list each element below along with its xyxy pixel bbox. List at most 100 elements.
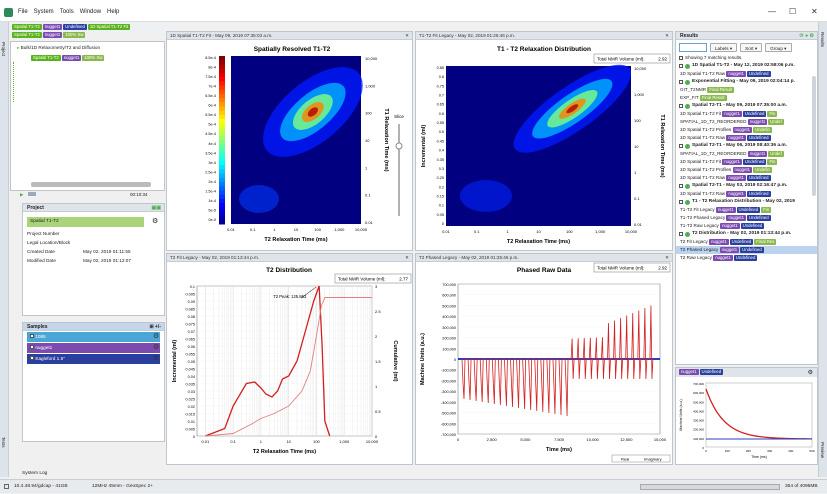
tag[interactable]: 1D Spatial T1-T2 Fit bbox=[87, 24, 131, 30]
close-button[interactable]: ✕ bbox=[811, 7, 818, 16]
sample-item[interactable]: nugget1 ⚙ bbox=[27, 343, 160, 353]
labels-button[interactable]: Labels ▾ bbox=[710, 43, 738, 52]
menu-file[interactable]: File bbox=[18, 9, 28, 15]
gear-icon[interactable]: ⚙ bbox=[153, 333, 160, 340]
checkbox-checked[interactable] bbox=[30, 345, 34, 349]
tag: Undefined bbox=[746, 191, 771, 197]
result-item-label: 1D Spatial T1-T2 Profiles bbox=[680, 167, 733, 172]
tag[interactable]: Undefined bbox=[699, 369, 724, 375]
vtab-tests[interactable]: Tests bbox=[1, 437, 6, 448]
checkbox[interactable] bbox=[679, 184, 683, 188]
checkbox[interactable] bbox=[679, 144, 683, 148]
add-sample-icon[interactable]: ⊞ +/- bbox=[149, 324, 161, 330]
result-item[interactable]: 1D Spatial T1-T2 Raw nugget1 Undefined bbox=[676, 190, 817, 198]
y-tick-left: 0.065 bbox=[185, 338, 195, 342]
close-icon[interactable]: ✕ bbox=[665, 33, 669, 38]
project-actions-icon[interactable]: ▣▣ bbox=[151, 205, 161, 211]
result-item[interactable]: T1-T2 Phased Legacy nugget1 Undefined bbox=[676, 214, 817, 222]
result-item[interactable]: T2 Raw Legacy nugget1 Undefined bbox=[676, 254, 817, 262]
result-group-header[interactable]: Spatial T2-T1 - May 06, 2019 08:40:36 a.… bbox=[676, 142, 817, 150]
tree-item-label: Bulk/1D Relaxometry/T2 and Diffusion bbox=[20, 45, 101, 50]
checkbox[interactable] bbox=[679, 64, 683, 68]
result-item[interactable]: SPATIAL_1D_T2_REORDERED nugget1 Undef bbox=[676, 150, 817, 158]
result-item[interactable]: 1D Spatial T1-T2 Fit nugget1 Undefined Fin bbox=[676, 158, 817, 166]
results-search-input[interactable] bbox=[679, 43, 707, 52]
gear-icon[interactable]: ⚙ bbox=[153, 344, 160, 351]
menu-help[interactable]: Help bbox=[107, 9, 120, 15]
result-item[interactable]: T1-T2 Fit Legacy nugget1 Undefined Fin bbox=[676, 206, 817, 214]
tag[interactable]: Spatial T1-T2 bbox=[12, 32, 42, 38]
result-group-header[interactable]: T1 - T2 Relaxation Distribution - May 02… bbox=[676, 198, 817, 206]
x-tick: 500 bbox=[809, 449, 814, 453]
results-scrollbar[interactable] bbox=[812, 76, 816, 196]
result-item[interactable]: T2 Fit Legacy nugget1 Undefined Final Res bbox=[676, 238, 817, 246]
checkbox[interactable] bbox=[679, 200, 683, 204]
tag[interactable]: nugget1 bbox=[679, 369, 699, 375]
result-group-header[interactable]: Spatial T2-T1 - May 09, 2019 07:35:00 a.… bbox=[676, 102, 817, 110]
result-item[interactable]: 1D Spatial T1-T2 Raw nugget1 Undefined bbox=[676, 174, 817, 182]
peak-label: T2 Peak: 125.863 bbox=[273, 294, 307, 299]
checkbox[interactable] bbox=[30, 334, 34, 338]
tag[interactable]: 100% Sw bbox=[63, 32, 86, 38]
tree-item[interactable]: ▸ Bulk/1D Relaxometry/T2 and Diffusion bbox=[17, 45, 101, 50]
x-axis-label: Time (ms) bbox=[546, 447, 572, 453]
sort-button[interactable]: Sort ▾ bbox=[740, 43, 763, 52]
y-tick: 0 bbox=[454, 358, 456, 362]
result-item[interactable]: 1D Spatial T1-T2 Fit nugget1 Undefined Fin bbox=[676, 110, 817, 118]
result-group-header[interactable]: T2 Distribution - May 02, 2019 01:13:44 … bbox=[676, 230, 817, 238]
panel-tab[interactable]: 1D Spatial T1-T2 Fit - May 09, 2019 07:3… bbox=[167, 32, 412, 40]
close-icon[interactable]: ✕ bbox=[405, 255, 409, 260]
tag[interactable]: Undefined bbox=[63, 24, 87, 30]
panel-tab[interactable]: T1-T2 Fit Legacy - May 02, 2019 01:25:46… bbox=[416, 32, 672, 40]
system-log[interactable]: System Log bbox=[22, 471, 48, 476]
sample-item[interactable]: 1085 ⚙ bbox=[27, 332, 160, 342]
menu-tools[interactable]: Tools bbox=[59, 9, 74, 15]
close-icon[interactable]: ✕ bbox=[405, 33, 409, 38]
gear-icon[interactable]: ⚙ bbox=[807, 370, 813, 376]
group-button[interactable]: Group ▾ bbox=[765, 43, 792, 52]
tree-item[interactable]: Spatial T1-T2 nugget1 100% Sw bbox=[11, 54, 164, 62]
result-item[interactable]: SPATIAL_1D_T2_REORDERED nugget1 Undef bbox=[676, 118, 817, 126]
result-item[interactable]: 1D Spatial T1-T2 Profiles nugget1 Undefin bbox=[676, 166, 817, 174]
result-item[interactable]: 1D Spatial T1-T2 Profiles nugget1 Undefin bbox=[676, 126, 817, 134]
tag[interactable]: nugget1 bbox=[42, 24, 63, 30]
maximize-button[interactable]: ☐ bbox=[789, 7, 797, 16]
result-item[interactable]: T1-T2 Raw Legacy nugget1 Undefined bbox=[676, 222, 817, 230]
timeline-slider[interactable] bbox=[31, 182, 151, 187]
checkbox[interactable] bbox=[679, 232, 683, 236]
gear-icon[interactable]: ⚙ bbox=[152, 218, 159, 225]
checkbox[interactable] bbox=[679, 104, 683, 108]
vtab-results[interactable]: Results bbox=[820, 32, 825, 48]
samples-title: Samples bbox=[27, 324, 48, 330]
tag[interactable]: Spatial T1-T2 bbox=[12, 24, 42, 30]
x-tick: 5,000 bbox=[520, 437, 531, 442]
result-item[interactable]: 1D Spatial T1-T2 Raw nugget1 Undefined bbox=[676, 70, 817, 78]
sample-item[interactable]: Eagleford 1.5" ⚙ bbox=[27, 354, 160, 364]
panel-tab[interactable]: T2 Fit Legacy - May 02, 2019 01:13:44 p.… bbox=[167, 254, 412, 262]
result-group-header[interactable]: Exponential Fitting - May 09, 2019 02:04… bbox=[676, 78, 817, 86]
checkbox[interactable] bbox=[679, 80, 683, 84]
result-group-header[interactable]: Spatial T2-T1 - May 03, 2019 02:16:47 p.… bbox=[676, 182, 817, 190]
menu-window[interactable]: Window bbox=[79, 9, 102, 15]
result-item[interactable]: 1D Spatial T1-T2 Raw nugget1 Undefined bbox=[676, 134, 817, 142]
tag[interactable]: nugget1 bbox=[42, 32, 63, 38]
result-item[interactable]: GIT_T2NMR Final Result bbox=[676, 86, 817, 94]
gear-icon[interactable]: ⚙ bbox=[153, 355, 160, 362]
panel-spatial-t1t2: 1D Spatial T1-T2 Fit - May 09, 2019 07:3… bbox=[166, 31, 413, 251]
project-name-field[interactable]: Spatial T1-T2 bbox=[27, 217, 144, 227]
colorbar-tick: 4e-4 bbox=[208, 142, 216, 146]
vtab-project[interactable]: Project bbox=[1, 42, 6, 57]
refresh-icon[interactable]: ⟳ ● ⚙ bbox=[799, 33, 814, 39]
panel-tab[interactable]: T2 Phased Legacy - May 02, 2019 01:25:46… bbox=[416, 254, 672, 262]
result-group-header[interactable]: 1D Spatial T1-T2 - May 12, 2019 02:58:06… bbox=[676, 62, 817, 70]
result-item[interactable]: EXP_FIT Final Result bbox=[676, 94, 817, 102]
result-item[interactable]: T2 Phased Legacy nugget1 Undefined bbox=[676, 246, 817, 254]
checkbox[interactable] bbox=[30, 356, 34, 360]
play-icon[interactable]: ▶ bbox=[20, 192, 24, 197]
vtab-preview[interactable]: Preview bbox=[820, 442, 825, 459]
checkbox[interactable] bbox=[679, 55, 683, 60]
menu-system[interactable]: System bbox=[33, 9, 54, 15]
result-item-label: 1D Spatial T1-T2 Profiles bbox=[680, 127, 733, 132]
close-icon[interactable]: ✕ bbox=[665, 255, 669, 260]
minimize-button[interactable]: — bbox=[768, 7, 776, 16]
